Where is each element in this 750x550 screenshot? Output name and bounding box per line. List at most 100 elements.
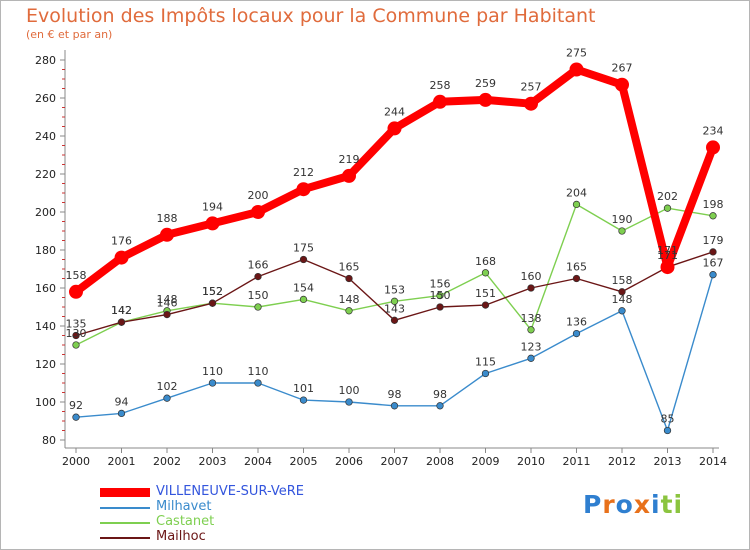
x-tick-label: 2005 bbox=[290, 455, 318, 468]
data-label: 160 bbox=[521, 270, 542, 283]
data-label: 146 bbox=[157, 297, 178, 310]
data-label: 100 bbox=[339, 384, 360, 397]
data-point bbox=[163, 310, 171, 319]
data-point bbox=[527, 284, 535, 292]
x-tick-label: 2007 bbox=[381, 455, 409, 468]
data-labels: 158 176 188 194 200 212 219 244 258 259 257 275 267 1… bbox=[66, 47, 724, 426]
data-label: 275 bbox=[566, 47, 587, 60]
x-tick-label: 2004 bbox=[244, 455, 272, 468]
data-point bbox=[345, 307, 353, 315]
data-label: 188 bbox=[157, 212, 178, 225]
data-label: 190 bbox=[612, 213, 633, 226]
data-point bbox=[569, 62, 584, 77]
data-point bbox=[436, 291, 444, 300]
data-point bbox=[615, 77, 629, 92]
data-label: 156 bbox=[430, 278, 451, 291]
data-label: 204 bbox=[566, 186, 587, 199]
data-point bbox=[618, 288, 626, 296]
data-point bbox=[208, 299, 217, 307]
data-label: 152 bbox=[202, 285, 223, 298]
data-point bbox=[618, 307, 626, 315]
x-tick-label: 2000 bbox=[62, 455, 90, 468]
data-point bbox=[709, 271, 717, 279]
data-label: 198 bbox=[703, 198, 724, 211]
y-tick-label: 120 bbox=[35, 358, 56, 371]
data-point bbox=[69, 284, 83, 299]
data-point bbox=[572, 200, 581, 209]
legend-label: Mailhoc bbox=[156, 529, 206, 544]
data-label: 148 bbox=[612, 293, 633, 306]
y-tick-label: 180 bbox=[35, 244, 56, 257]
data-label: 85 bbox=[661, 413, 675, 426]
data-label: 148 bbox=[339, 293, 360, 306]
data-label: 176 bbox=[111, 235, 132, 248]
data-point bbox=[345, 398, 353, 406]
data-label: 101 bbox=[293, 382, 314, 395]
data-label: 138 bbox=[521, 312, 542, 325]
data-label: 244 bbox=[384, 105, 405, 118]
legend-swatch bbox=[100, 522, 150, 524]
x-tick-label: 2001 bbox=[108, 455, 136, 468]
data-point bbox=[481, 269, 490, 277]
legend-swatch bbox=[100, 488, 150, 497]
data-label: 175 bbox=[293, 242, 314, 255]
data-label: 158 bbox=[66, 269, 87, 282]
data-point bbox=[663, 204, 672, 212]
data-label: 115 bbox=[475, 356, 496, 369]
data-label: 179 bbox=[703, 234, 724, 247]
data-point bbox=[436, 402, 444, 410]
data-point bbox=[72, 331, 80, 340]
data-point bbox=[72, 341, 80, 349]
data-point bbox=[390, 402, 399, 410]
data-point bbox=[205, 216, 220, 231]
data-label: 234 bbox=[703, 124, 724, 137]
data-label: 258 bbox=[430, 79, 451, 92]
data-label: 165 bbox=[339, 261, 360, 274]
data-label: 151 bbox=[475, 287, 496, 300]
x-tick-label: 2008 bbox=[426, 455, 454, 468]
data-label: 257 bbox=[521, 81, 542, 94]
legend-label: Milhavet bbox=[156, 499, 212, 514]
data-label: 212 bbox=[293, 166, 314, 179]
legend-swatch bbox=[100, 537, 150, 539]
data-label: 167 bbox=[703, 257, 724, 270]
data-point bbox=[72, 413, 80, 421]
data-point bbox=[299, 255, 308, 264]
y-tick-label: 200 bbox=[35, 206, 56, 219]
data-label: 110 bbox=[248, 365, 269, 378]
data-label: 158 bbox=[612, 274, 633, 287]
data-label: 98 bbox=[388, 388, 402, 401]
x-tick-label: 2002 bbox=[153, 455, 181, 468]
data-point bbox=[387, 121, 402, 136]
data-label: 171 bbox=[657, 244, 678, 257]
series-lines bbox=[69, 62, 720, 435]
data-point bbox=[572, 274, 581, 283]
y-tick-label: 220 bbox=[35, 168, 56, 181]
data-point bbox=[114, 250, 129, 265]
logo-letter: P bbox=[583, 490, 603, 519]
y-tick-label: 280 bbox=[35, 54, 56, 67]
data-point bbox=[618, 227, 626, 235]
data-point bbox=[527, 354, 535, 362]
data-label: 166 bbox=[248, 259, 269, 272]
logo-letter: t bbox=[660, 490, 674, 519]
data-label: 130 bbox=[66, 327, 87, 340]
data-point bbox=[254, 272, 262, 281]
data-point bbox=[117, 318, 126, 326]
data-point bbox=[709, 248, 717, 256]
y-tick-label: 260 bbox=[35, 92, 56, 105]
data-point bbox=[663, 426, 672, 435]
data-point bbox=[481, 301, 490, 309]
data-point bbox=[572, 329, 581, 338]
data-point bbox=[254, 303, 262, 311]
data-point bbox=[478, 92, 493, 107]
data-point bbox=[299, 295, 308, 304]
data-label: 165 bbox=[566, 261, 587, 274]
data-point bbox=[299, 396, 308, 404]
data-point bbox=[208, 379, 217, 387]
legend-swatch bbox=[100, 507, 150, 509]
legend-label: Castanet bbox=[156, 514, 215, 529]
data-point bbox=[706, 140, 720, 155]
x-tick-label: 2014 bbox=[699, 455, 727, 468]
